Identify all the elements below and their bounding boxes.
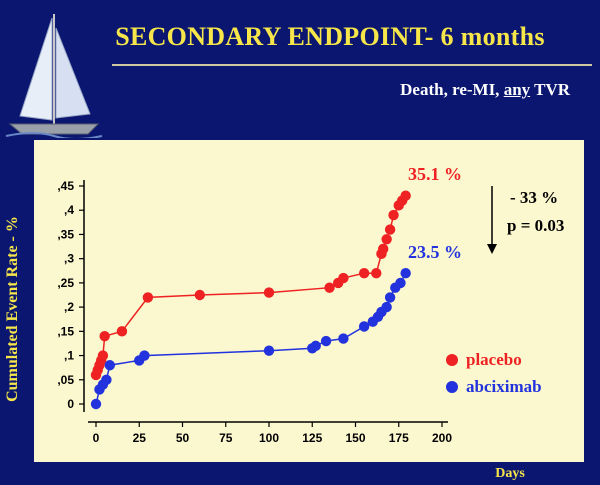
- subtitle-text-underlined: any: [503, 80, 531, 99]
- data-point-abciximab: [358, 321, 370, 332]
- y-tick-label: ,45: [57, 179, 74, 193]
- legend-label-placebo: placebo: [466, 350, 522, 369]
- y-tick-label: ,15: [57, 324, 74, 338]
- y-tick-label: ,35: [57, 227, 74, 241]
- legend-marker-abciximab: [446, 381, 458, 393]
- x-tick-label: 100: [259, 431, 279, 445]
- sailboat-icon: [5, 14, 103, 138]
- series-line-placebo: [95, 195, 407, 376]
- x-tick-label: 75: [219, 431, 233, 445]
- data-point-placebo: [194, 289, 205, 301]
- data-point-abciximab: [381, 301, 392, 313]
- slide-subtitle: Death, re-MI, any TVR: [300, 80, 570, 100]
- legend-label-abciximab: abciximab: [466, 377, 542, 396]
- data-point-abciximab: [90, 398, 102, 410]
- placebo-end-label: 35.1 %: [408, 164, 462, 184]
- x-tick-label: 0: [93, 431, 100, 445]
- abciximab-end-label: 23.5 %: [408, 242, 462, 262]
- x-tick-label: 200: [432, 431, 452, 445]
- y-tick-label: ,3: [64, 252, 74, 266]
- subtitle-text-pre: Death, re-MI,: [400, 80, 504, 99]
- x-tick-label: 125: [302, 431, 322, 445]
- x-tick-label: 150: [345, 431, 365, 445]
- slide-title: SECONDARY ENDPOINT- 6 months: [115, 22, 545, 51]
- data-point-abciximab: [338, 333, 349, 344]
- data-point-placebo: [381, 234, 392, 245]
- data-point-placebo: [338, 272, 349, 284]
- data-point-abciximab: [310, 340, 321, 352]
- subtitle-text-post: TVR: [530, 80, 570, 99]
- data-point-placebo: [377, 243, 389, 255]
- y-tick-label: ,05: [57, 373, 74, 387]
- data-point-placebo: [358, 268, 370, 279]
- y-tick-label: ,1: [64, 349, 74, 363]
- data-point-abciximab: [101, 374, 112, 385]
- data-point-placebo: [116, 326, 128, 337]
- x-tick-label: 175: [389, 431, 409, 445]
- data-point-placebo: [371, 268, 382, 279]
- title-divider: [112, 64, 592, 66]
- data-point-placebo: [324, 282, 335, 293]
- data-point-abciximab: [384, 292, 396, 303]
- x-tick-label: 50: [176, 431, 190, 445]
- y-tick-label: ,2: [64, 300, 74, 314]
- data-point-abciximab: [139, 350, 150, 361]
- data-point-placebo: [97, 350, 109, 361]
- legend-marker-placebo: [446, 354, 458, 366]
- y-tick-label: ,4: [64, 203, 74, 217]
- data-point-placebo: [142, 292, 154, 303]
- x-axis-label: Days: [495, 466, 525, 481]
- y-tick-label: 0: [67, 397, 74, 411]
- reduction-label: - 33 %: [510, 188, 558, 207]
- data-point-abciximab: [263, 345, 275, 356]
- data-point-placebo: [99, 330, 110, 342]
- data-point-placebo: [384, 224, 396, 235]
- data-point-abciximab: [400, 268, 411, 279]
- y-tick-label: ,25: [57, 276, 74, 290]
- data-point-abciximab: [395, 277, 406, 289]
- y-axis-label: Cumulated Event Rate - %: [4, 216, 21, 402]
- reduction-arrow-head: [487, 244, 497, 254]
- data-point-placebo: [263, 287, 275, 298]
- pvalue-label: p = 0.03: [507, 216, 564, 235]
- data-point-placebo: [400, 190, 411, 201]
- data-point-placebo: [388, 209, 399, 221]
- x-tick-label: 25: [133, 431, 147, 445]
- data-point-abciximab: [104, 360, 116, 371]
- data-point-abciximab: [320, 335, 332, 347]
